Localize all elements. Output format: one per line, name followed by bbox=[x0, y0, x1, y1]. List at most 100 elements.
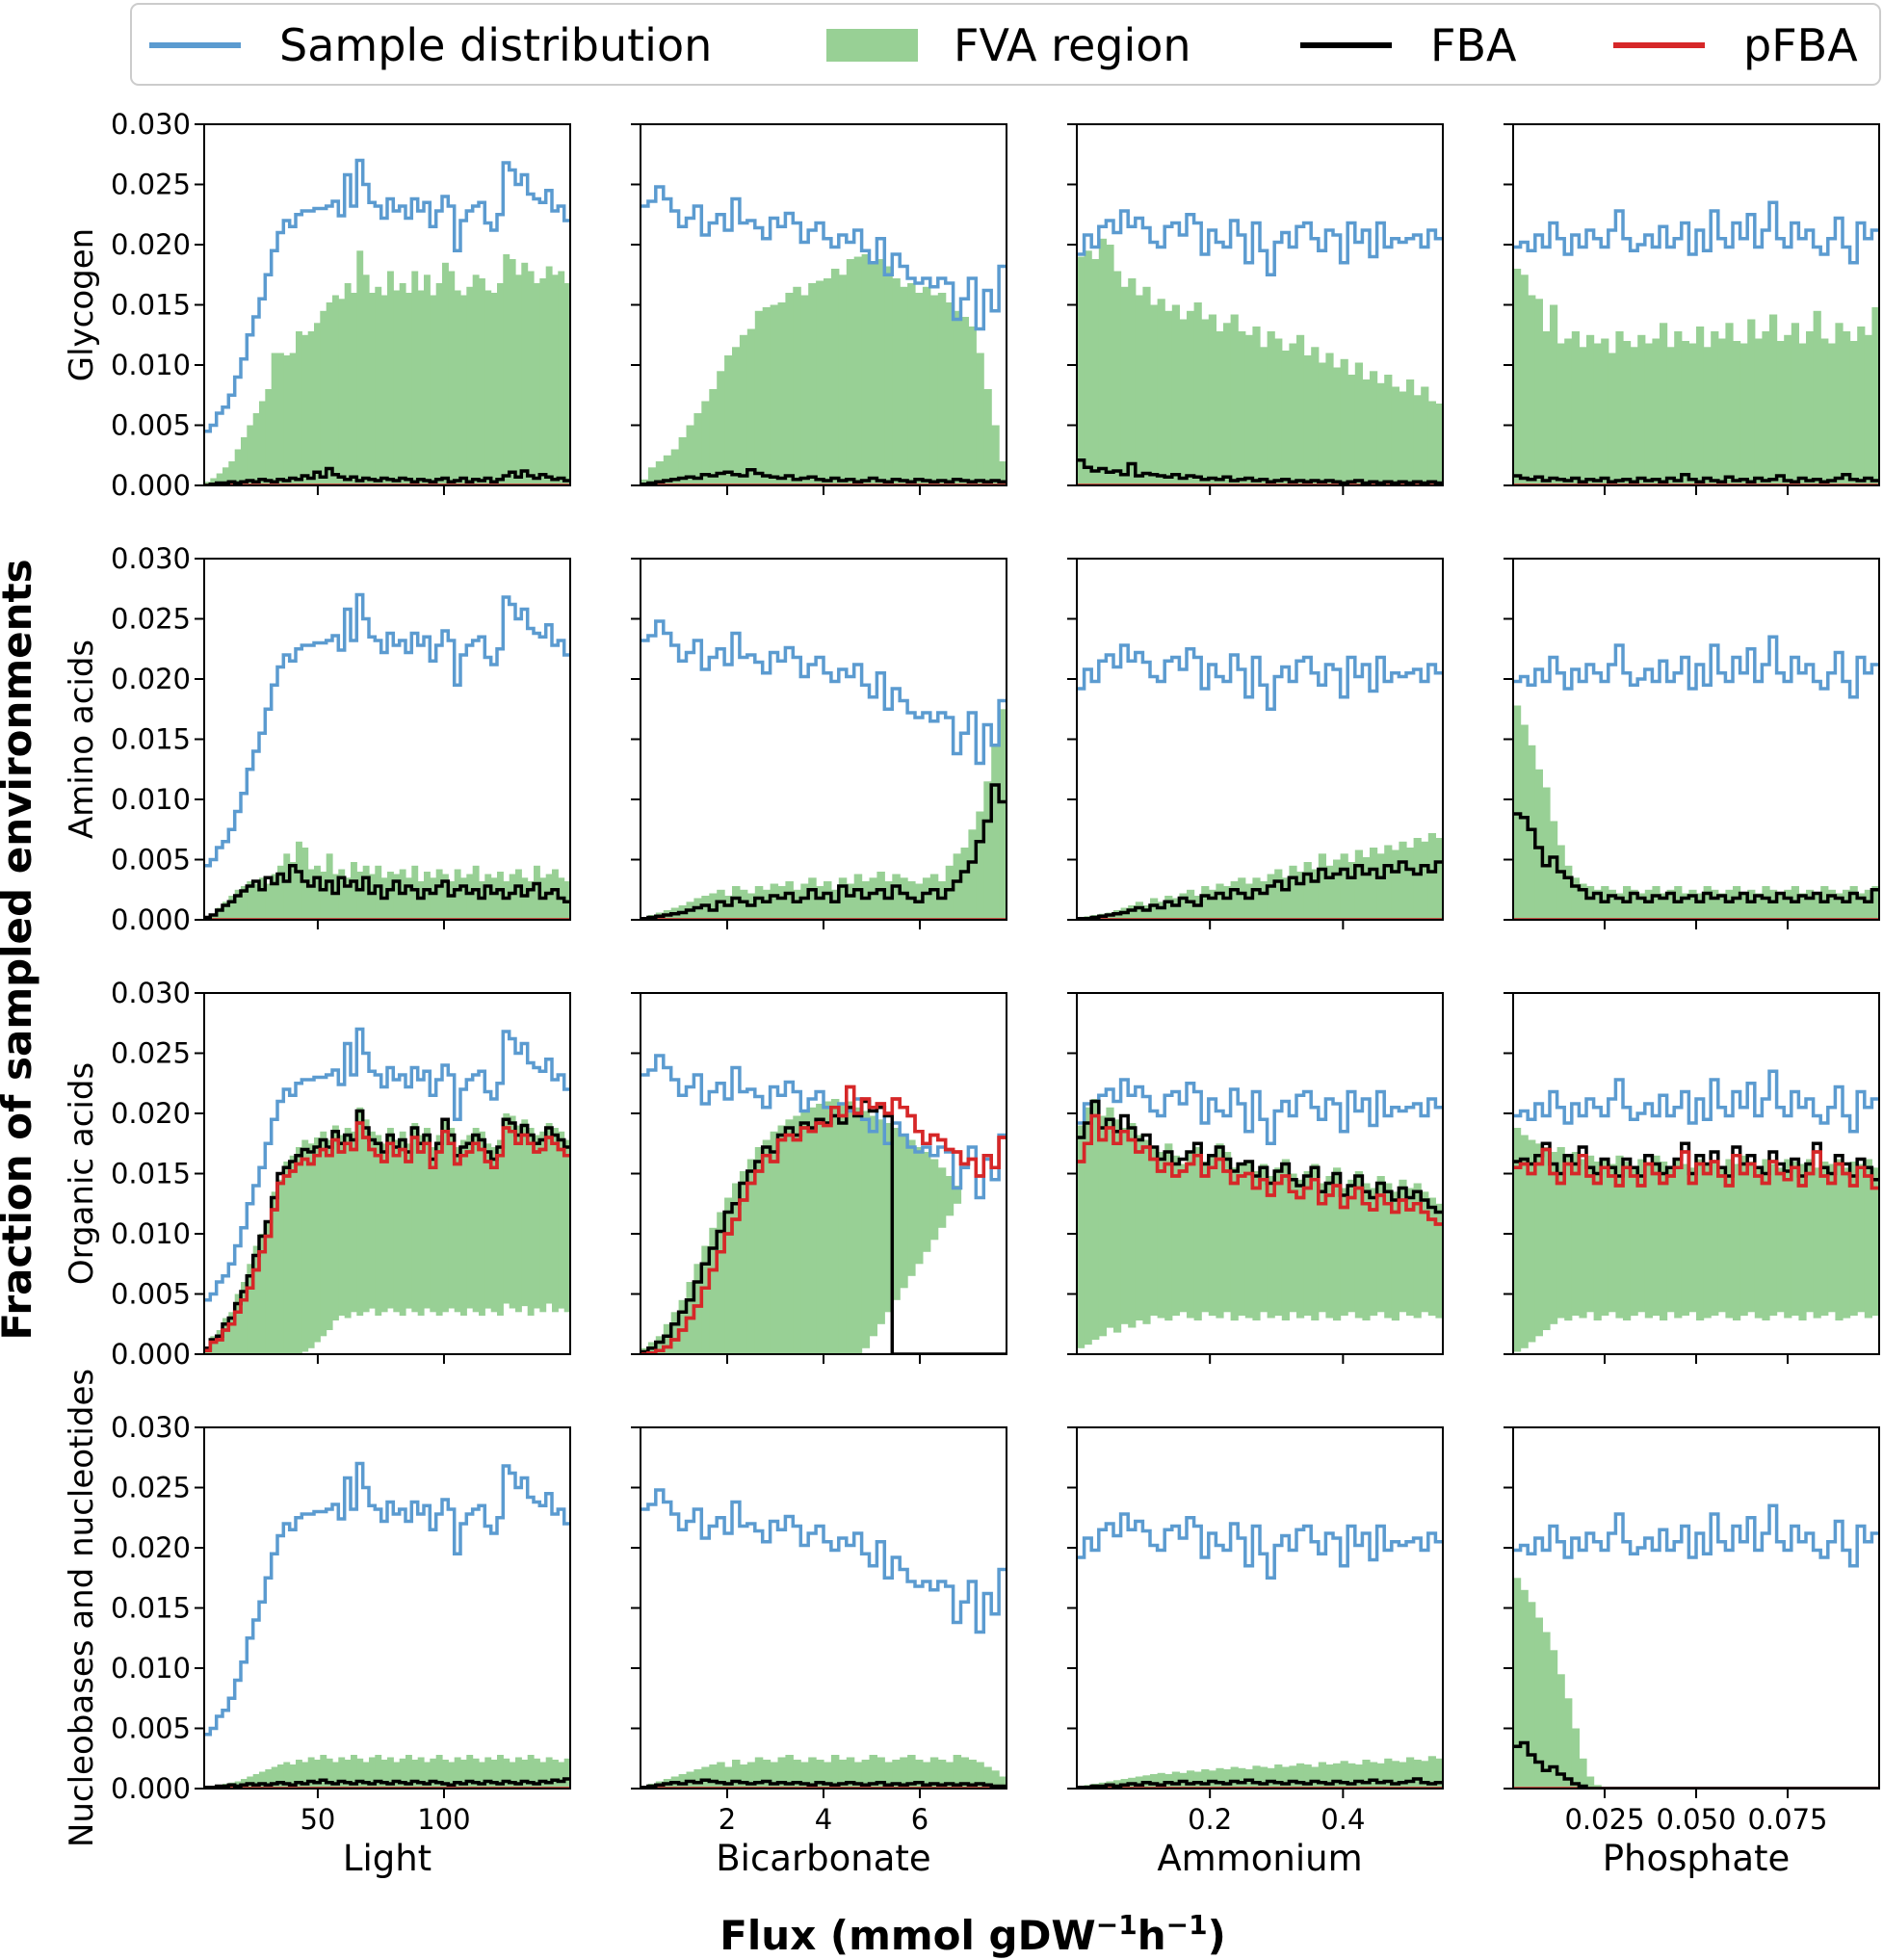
fva-bar bbox=[701, 1245, 710, 1354]
fva-bar bbox=[1688, 889, 1697, 920]
fva-bar bbox=[1843, 1167, 1851, 1319]
fva-bar bbox=[277, 865, 284, 920]
fva-bar bbox=[793, 889, 801, 920]
fva-bar bbox=[1739, 343, 1748, 485]
fva-bar bbox=[1674, 331, 1683, 485]
fva-bar bbox=[1586, 886, 1595, 920]
fva-bar bbox=[1340, 1761, 1348, 1789]
fva-bar bbox=[252, 883, 260, 920]
fva-bar bbox=[701, 401, 710, 485]
fva-bar bbox=[222, 1318, 229, 1354]
fva-bar bbox=[527, 271, 535, 485]
fva-bar bbox=[1564, 1155, 1573, 1321]
fva-bar bbox=[387, 271, 394, 485]
fva-bar bbox=[1362, 857, 1371, 920]
fva-bar bbox=[1150, 304, 1159, 485]
fva-bar bbox=[762, 889, 772, 920]
fva-bar bbox=[1747, 319, 1756, 485]
fva-bar bbox=[678, 437, 688, 485]
fva-bar bbox=[724, 1197, 733, 1354]
fva-bar bbox=[1769, 314, 1778, 485]
fva-bar bbox=[876, 1119, 885, 1324]
fva-bar bbox=[1835, 893, 1844, 920]
fva-bar bbox=[1871, 307, 1879, 485]
fva-bar bbox=[1528, 1139, 1536, 1343]
fva-bar bbox=[793, 1760, 801, 1789]
fva-bar bbox=[430, 295, 437, 485]
fva-bar bbox=[509, 874, 516, 920]
fva-bar bbox=[1725, 889, 1734, 920]
fva-bar bbox=[1201, 1769, 1210, 1789]
fva-bar bbox=[1623, 341, 1632, 485]
fva-bar bbox=[929, 874, 939, 920]
fva-bar bbox=[830, 1755, 840, 1789]
fva-bar bbox=[1223, 323, 1232, 485]
fva-bar bbox=[399, 1758, 406, 1789]
fva-bar bbox=[1608, 1163, 1616, 1313]
fva-bar bbox=[234, 889, 242, 920]
fva-bar bbox=[1120, 1128, 1129, 1324]
fva-bar bbox=[945, 1176, 955, 1216]
fva-bar bbox=[1835, 1159, 1844, 1320]
fva-bar bbox=[1564, 865, 1573, 920]
fva-bar bbox=[777, 1125, 786, 1354]
fva-bar bbox=[241, 886, 248, 920]
fva-bar bbox=[869, 1755, 877, 1789]
fva-bar bbox=[430, 1147, 437, 1313]
fba-line bbox=[1513, 1740, 1879, 1789]
fva-bar bbox=[424, 1128, 431, 1309]
fva-bar bbox=[545, 1123, 553, 1304]
fva-bar bbox=[1542, 787, 1551, 920]
fva-bar bbox=[1252, 1171, 1261, 1320]
fva-bar bbox=[216, 473, 223, 485]
fva-bar bbox=[1260, 1766, 1268, 1789]
fva-bar bbox=[307, 869, 315, 920]
fva-bar bbox=[838, 877, 848, 920]
fva-bar bbox=[900, 877, 908, 920]
fva-bar bbox=[442, 1760, 449, 1789]
fva-bar bbox=[777, 302, 786, 485]
fva-bar bbox=[770, 1131, 779, 1354]
fva-bar bbox=[1652, 886, 1661, 920]
fva-bar bbox=[655, 461, 665, 485]
fva-bar bbox=[1318, 362, 1326, 485]
fva-bar bbox=[1303, 355, 1312, 485]
fva-bar bbox=[1681, 893, 1689, 920]
fva-bar bbox=[1311, 1766, 1320, 1789]
fva-bar bbox=[380, 295, 388, 485]
fva-bar bbox=[1733, 886, 1741, 920]
fva-bar bbox=[1230, 881, 1239, 920]
fva-bar bbox=[1193, 1147, 1202, 1320]
column-label: Phosphate bbox=[1603, 1838, 1791, 1879]
fva-bar bbox=[1534, 1617, 1543, 1789]
fva-bar bbox=[271, 1191, 278, 1354]
fva-bar bbox=[289, 353, 297, 485]
fva-bar bbox=[853, 1762, 863, 1789]
fva-bar bbox=[448, 1762, 456, 1789]
fva-bar bbox=[1208, 889, 1216, 920]
fva-bar bbox=[1354, 1764, 1363, 1789]
fva-bar bbox=[466, 1755, 474, 1789]
fva-bar bbox=[1347, 375, 1356, 485]
fva-bar bbox=[1238, 1767, 1246, 1789]
fva-bar bbox=[1806, 331, 1815, 485]
fva-bar bbox=[1391, 1191, 1399, 1321]
fva-bar bbox=[1864, 889, 1872, 920]
fva-bar bbox=[830, 269, 840, 485]
fva-bar bbox=[234, 449, 242, 485]
fva-bar bbox=[770, 1762, 779, 1789]
fva-bar bbox=[1384, 1183, 1393, 1319]
pfba-line-top bbox=[204, 1121, 570, 1353]
fva-bar bbox=[479, 881, 485, 920]
fba-line bbox=[1077, 860, 1443, 920]
fva-bar bbox=[785, 293, 794, 485]
fva-bar bbox=[1864, 1159, 1872, 1319]
fva-bar bbox=[1813, 1167, 1821, 1319]
fva-bar bbox=[1857, 1163, 1866, 1313]
fva-bar bbox=[356, 250, 364, 485]
fva-bar bbox=[709, 389, 718, 485]
sample-distribution-line bbox=[1077, 1078, 1443, 1146]
fva-bar bbox=[307, 331, 315, 485]
